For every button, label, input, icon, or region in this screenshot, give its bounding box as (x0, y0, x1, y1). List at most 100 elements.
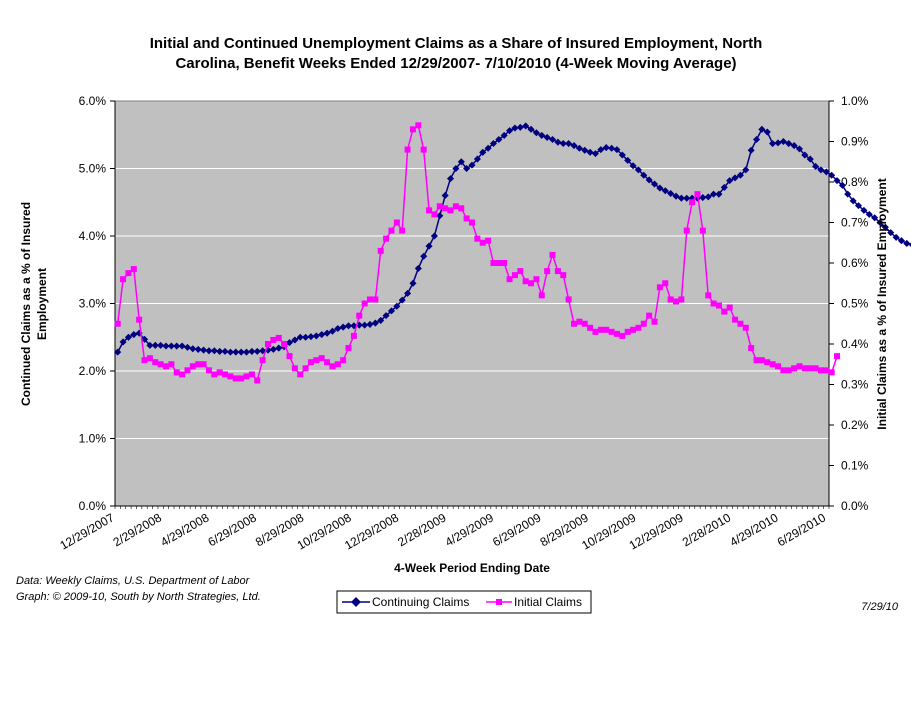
initial-claims-point (791, 365, 798, 372)
continuing-claims-point (704, 193, 712, 201)
initial-claims-point (458, 205, 465, 212)
y-right-tick-label: 0.7% (841, 216, 869, 230)
initial-claims-point (243, 373, 250, 380)
legend: Continuing Claims Initial Claims (336, 590, 592, 614)
continuing-claims-point (302, 333, 310, 341)
initial-claims-point (812, 365, 819, 372)
initial-claims-point (399, 227, 406, 234)
continuing-claims-point (591, 150, 599, 158)
initial-claims-point (817, 367, 824, 374)
continuing-claims-point (763, 128, 771, 136)
initial-claims-point (780, 367, 787, 374)
y-left-tick-label: 1.0% (79, 432, 107, 446)
continuing-claims-point (307, 333, 315, 341)
continuing-claims-point (624, 156, 632, 164)
initial-claims-point (581, 320, 588, 327)
initial-claims-point (302, 365, 309, 372)
initial-claims-point (313, 357, 320, 364)
y-right-tick-label: 0.3% (841, 378, 869, 392)
initial-claims-point (184, 367, 191, 374)
initial-claims-point (834, 353, 841, 360)
continuing-claims-point (194, 345, 202, 353)
initial-claims-point (678, 296, 685, 303)
continuing-claims-point (554, 138, 562, 146)
continuing-claims-point (318, 331, 326, 339)
initial-claims-point (297, 371, 304, 378)
continuing-claims-point (291, 336, 299, 344)
initial-claims-point (479, 239, 486, 246)
legend-initial-marker (496, 599, 502, 605)
initial-claims-point (168, 361, 175, 368)
initial-claims-point (130, 266, 137, 273)
initial-claims-point (152, 359, 159, 366)
continuing-claims-point (285, 339, 293, 347)
initial-claims-point (721, 308, 728, 315)
x-axis: 12/29/20072/29/20084/29/20086/29/20088/2… (57, 505, 830, 553)
initial-claims-point (383, 235, 390, 242)
initial-claims-point (565, 296, 572, 303)
initial-claims-point (350, 332, 357, 339)
initial-claims-point (211, 371, 218, 378)
initial-claims-point (807, 365, 814, 372)
initial-claims-point (259, 357, 266, 364)
continuing-claims-point (726, 177, 734, 185)
initial-claims-point (195, 361, 202, 368)
continuing-claims-point (178, 342, 186, 350)
y-left-tick-label: 2.0% (79, 364, 107, 378)
initial-claims-point (372, 296, 379, 303)
y-right-tick-label: 0.0% (841, 499, 869, 513)
initial-claims-point (624, 328, 631, 335)
initial-claims-point (216, 369, 223, 376)
initial-claims-point (222, 371, 229, 378)
initial-claims-point (275, 334, 282, 341)
initial-claims-point (447, 207, 454, 214)
x-tick-label: 4/29/2009 (443, 510, 497, 549)
initial-claims-point (549, 251, 556, 258)
initial-claims-point (200, 361, 207, 368)
x-tick-label: 6/29/2008 (206, 510, 260, 549)
initial-claims-point (597, 326, 604, 333)
y-right-tick-label: 0.6% (841, 256, 869, 270)
continuing-claims-point (296, 333, 304, 341)
initial-claims-point (125, 270, 132, 277)
y-left-tick-label: 4.0% (79, 229, 107, 243)
initial-claims-point (538, 292, 545, 299)
x-tick-label: 6/29/2010 (775, 510, 829, 549)
initial-claims-point (227, 373, 234, 380)
x-tick-label: 2/29/2008 (111, 510, 165, 549)
initial-claims-point (748, 345, 755, 352)
initial-claims-point (270, 336, 277, 343)
continuing-claims-point (162, 342, 170, 350)
continuing-claims-point (640, 171, 648, 179)
initial-claims-point (823, 367, 830, 374)
continuing-claims-point (903, 239, 911, 247)
continuing-claims-point (736, 171, 744, 179)
initial-claims-point (367, 296, 373, 303)
continuing-claims-point (849, 197, 857, 205)
initial-claims-point (608, 328, 615, 335)
continuing-claims-point (618, 151, 626, 159)
continuing-claims-point (420, 252, 428, 260)
x-tick-label: 4/29/2010 (727, 510, 781, 549)
initial-claims-point (205, 367, 212, 374)
initial-claims-point (431, 211, 438, 218)
continuing-claims-point (871, 214, 879, 222)
series-layer (114, 122, 911, 384)
continuing-claims-point (463, 164, 471, 173)
continuing-claims-point (790, 142, 798, 150)
continuing-claims-point (436, 212, 444, 220)
initial-claims-point (613, 330, 620, 337)
continuing-claims-point (608, 144, 616, 152)
continuing-claims-point (731, 174, 739, 182)
initial-claims-point (248, 371, 255, 378)
initial-claims-point (173, 369, 180, 376)
continuing-claims-point (532, 129, 540, 137)
initial-claims-point (571, 320, 577, 327)
y-right-tick-label: 0.2% (841, 418, 869, 432)
initial-claims-point (689, 199, 696, 206)
initial-claims-point (329, 363, 336, 370)
initial-claims-point (587, 324, 594, 331)
initial-claims-point (409, 126, 416, 133)
initial-claims-point (426, 207, 433, 214)
continuing-claims-point (457, 158, 465, 166)
